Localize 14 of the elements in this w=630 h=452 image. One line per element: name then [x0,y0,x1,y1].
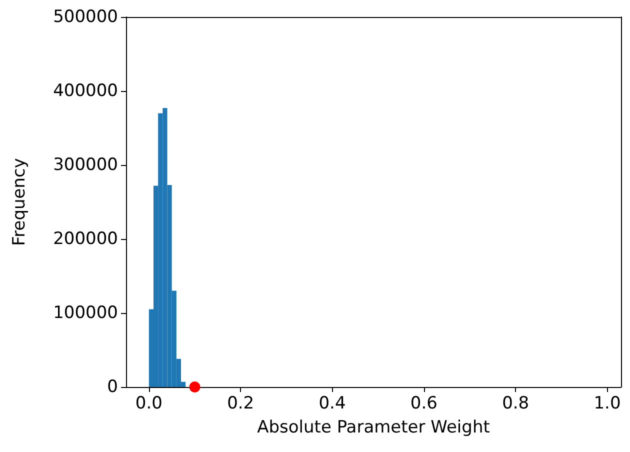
x-tick-label: 0.6 [410,394,438,414]
x-tick-label: 0.2 [227,394,254,414]
y-tick-label: 400000 [53,81,118,101]
x-tick-label: 0.4 [318,394,346,414]
y-tick-label: 200000 [53,229,118,249]
y-tick-label: 100000 [53,303,118,323]
y-tick-label: 0 [107,377,118,397]
x-tick-label: 1.0 [594,394,621,414]
y-tick-label: 500000 [53,7,118,27]
x-tick-label: 0.0 [135,394,162,414]
y-tick-label: 300000 [53,155,118,175]
x-tick-label: 0.8 [502,394,530,414]
x-axis-title: Absolute Parameter Weight [257,418,490,438]
y-axis-title: Frequency [10,158,30,246]
